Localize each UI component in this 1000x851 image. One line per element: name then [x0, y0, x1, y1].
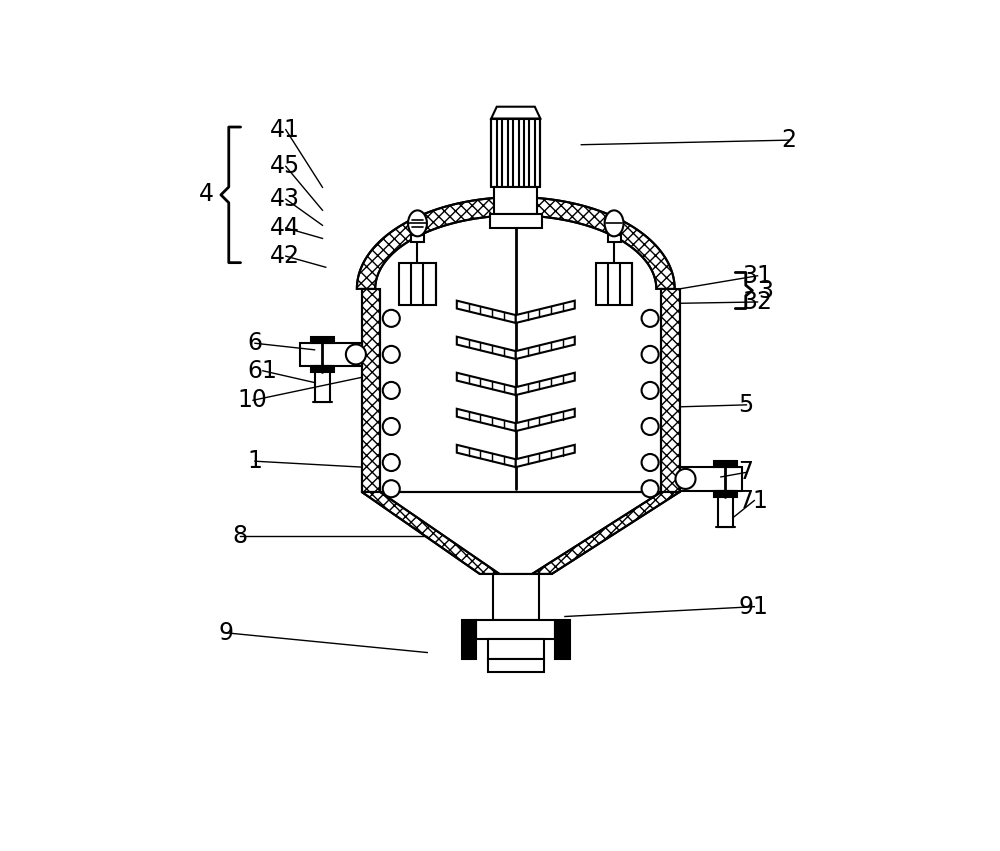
Text: 61: 61 [247, 359, 277, 383]
Bar [476, 620, 555, 639]
Ellipse shape [605, 210, 624, 237]
Circle shape [383, 310, 400, 327]
Polygon shape [516, 373, 575, 395]
Text: 1: 1 [247, 449, 262, 473]
Polygon shape [661, 288, 680, 492]
Bar [380, 288, 661, 492]
Circle shape [642, 310, 659, 327]
Text: 10: 10 [237, 388, 267, 412]
Polygon shape [362, 288, 380, 492]
Text: 4: 4 [199, 182, 214, 206]
Bar [462, 620, 476, 660]
Polygon shape [457, 300, 516, 323]
Text: 41: 41 [270, 117, 300, 141]
Circle shape [642, 480, 659, 497]
Bar [488, 659, 544, 672]
Polygon shape [362, 492, 499, 574]
Circle shape [346, 345, 366, 364]
Bar [714, 461, 737, 467]
Bar [714, 491, 737, 497]
Text: 45: 45 [270, 154, 300, 179]
Text: 32: 32 [742, 290, 772, 314]
Polygon shape [516, 408, 575, 431]
Polygon shape [516, 300, 575, 323]
Polygon shape [516, 445, 575, 467]
Text: 44: 44 [270, 216, 300, 240]
Polygon shape [516, 337, 575, 359]
Circle shape [642, 382, 659, 399]
Circle shape [642, 418, 659, 435]
Circle shape [383, 382, 400, 399]
Text: 3: 3 [758, 279, 773, 303]
Bar [493, 574, 539, 620]
Bar [596, 263, 632, 306]
Bar [399, 263, 436, 306]
Text: 9: 9 [219, 621, 234, 645]
Bar [488, 639, 544, 659]
Bar [411, 235, 424, 242]
Bar [300, 343, 362, 366]
Circle shape [383, 480, 400, 497]
Polygon shape [357, 197, 675, 288]
Circle shape [383, 346, 400, 363]
Bar [555, 620, 570, 660]
Bar [315, 366, 330, 403]
Bar [311, 366, 334, 372]
Text: 8: 8 [232, 524, 247, 548]
Circle shape [383, 454, 400, 471]
Text: 6: 6 [247, 331, 262, 355]
Circle shape [383, 418, 400, 435]
Bar [608, 235, 621, 242]
Bar [718, 491, 733, 527]
Polygon shape [491, 106, 540, 118]
Circle shape [642, 346, 659, 363]
Polygon shape [457, 373, 516, 395]
Bar [680, 467, 742, 491]
Circle shape [675, 469, 696, 489]
Text: 43: 43 [270, 187, 300, 211]
Bar [490, 214, 542, 228]
Text: 71: 71 [739, 488, 768, 512]
Polygon shape [457, 445, 516, 467]
Text: 42: 42 [270, 244, 300, 268]
Polygon shape [457, 337, 516, 359]
Text: 7: 7 [739, 460, 754, 484]
Text: 31: 31 [742, 264, 772, 288]
Bar [491, 118, 540, 187]
Circle shape [642, 454, 659, 471]
Bar [311, 337, 334, 343]
Text: 91: 91 [739, 595, 768, 619]
Polygon shape [532, 492, 680, 574]
Text: 2: 2 [781, 129, 796, 152]
Bar [494, 187, 537, 214]
Ellipse shape [408, 210, 427, 237]
Text: 5: 5 [739, 393, 754, 417]
Polygon shape [457, 408, 516, 431]
